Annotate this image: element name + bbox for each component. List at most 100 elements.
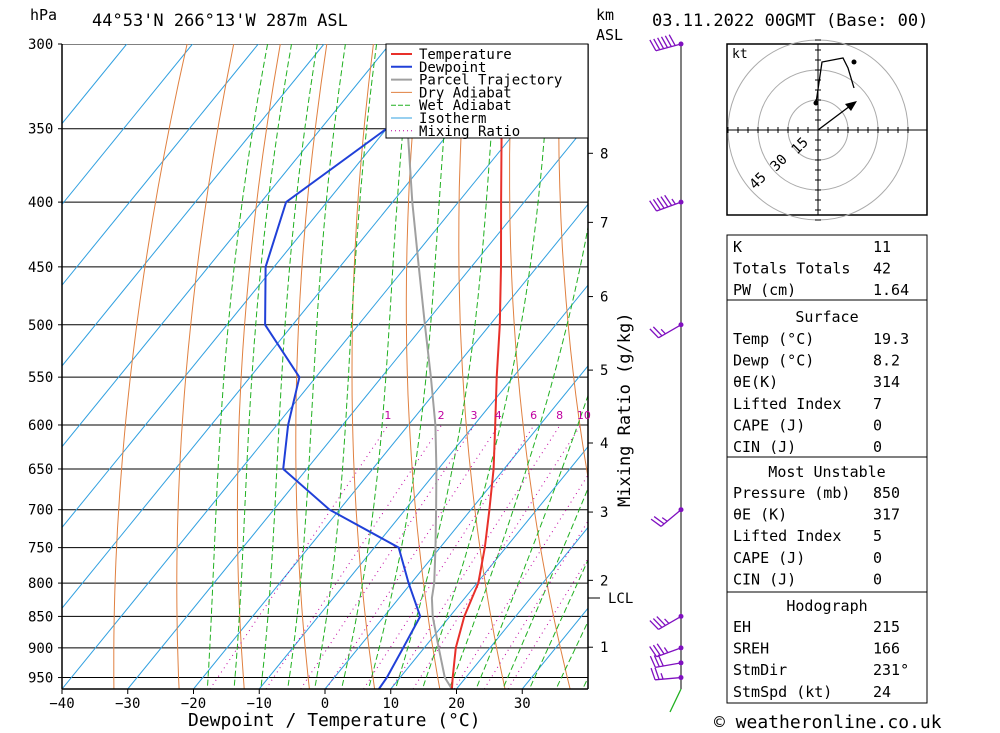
temperature-line <box>450 44 503 689</box>
isotherm-20 <box>456 526 588 689</box>
km-label: 5 <box>600 363 608 379</box>
stat-label: CAPE (J) <box>733 416 805 434</box>
stat-value: 7 <box>873 395 882 413</box>
wind-barb-flag <box>652 644 661 656</box>
wind-barb-flag <box>649 646 658 658</box>
stat-value: 0 <box>873 438 882 456</box>
pressure-label-950: 950 <box>28 671 53 687</box>
dry-adiabat <box>509 44 571 689</box>
x-tick-label: −20 <box>181 696 206 712</box>
skewt-plot-area <box>62 44 1000 689</box>
km-label: 2 <box>600 573 608 589</box>
wind-barb-flag <box>652 326 663 337</box>
mixing-ratio-label: 1 <box>384 409 391 422</box>
pressure-label-900: 900 <box>28 641 53 657</box>
mixing-ratio-line <box>325 424 500 689</box>
wet-adiabat <box>314 44 378 689</box>
dry-adiabat <box>979 44 1000 689</box>
mixing-ratio-label: 8 <box>556 409 563 422</box>
most-unstable-title: Most Unstable <box>768 463 885 481</box>
wind-barb-flag <box>652 199 661 211</box>
wind-barb-half-flag <box>660 328 666 335</box>
isotherm--90 <box>62 44 259 286</box>
dry-adiabat <box>113 44 188 689</box>
isotherm--50 <box>62 44 522 610</box>
pressure-label-450: 450 <box>28 260 53 276</box>
stat-value: 0 <box>873 549 882 567</box>
mixing-ratio-axis-title: Mixing Ratio (g/kg) <box>615 313 635 507</box>
wet-adiabat <box>206 44 269 689</box>
wind-barb-shaft <box>656 647 682 658</box>
wet-adiabat <box>367 44 453 689</box>
mixing-ratio-line <box>300 424 475 689</box>
pressure-label-600: 600 <box>28 418 53 434</box>
x-tick-label: 10 <box>382 696 399 712</box>
km-label: 7 <box>600 215 608 231</box>
wind-barb-flag <box>664 194 673 206</box>
legend-entry: Dry Adiabat <box>419 85 512 101</box>
km-label: 8 <box>600 146 608 162</box>
wind-barb-half-flag <box>660 673 664 680</box>
stat-label: CIN (J) <box>733 438 796 456</box>
wet-adiabat <box>528 558 588 689</box>
km-label: 4 <box>600 436 608 452</box>
wind-barb-flag <box>657 37 665 49</box>
wind-barb-flag <box>649 655 656 668</box>
wind-barb-shaft <box>660 509 682 527</box>
wind-barb-flag <box>657 654 664 667</box>
wind-barb-shaft <box>656 201 682 212</box>
wind-barb-flag <box>653 516 665 525</box>
stat-label: Pressure (mb) <box>733 484 850 502</box>
run-datetime: 03.11.2022 00GMT (Base: 00) <box>652 11 928 31</box>
km-label: 6 <box>600 290 608 306</box>
stats-basic-box <box>726 234 928 301</box>
dry-adiabat <box>351 44 376 689</box>
stat-value: 314 <box>873 373 900 391</box>
legend-entry: Parcel Trajectory <box>419 73 562 89</box>
stats-tables: K 11 Totals Totals 42 PW (cm) 1.64 Surface Temp… <box>726 234 928 704</box>
isotherm--30 <box>127 122 588 689</box>
wet-adiabat <box>555 620 588 689</box>
wind-barb-half-flag <box>661 517 668 522</box>
wet-adiabat <box>448 224 588 689</box>
pressure-label-300: 300 <box>28 37 53 53</box>
stat-value: 850 <box>873 484 900 502</box>
pressure-label-500: 500 <box>28 318 53 334</box>
stat-value: 231° <box>873 661 909 679</box>
isotherm--60 <box>62 44 456 529</box>
stat-label: StmDir <box>733 661 787 679</box>
stat-value: 215 <box>873 618 900 636</box>
sounding-series <box>264 44 503 689</box>
isotherm--70 <box>62 44 391 448</box>
pressure-label-550: 550 <box>28 370 53 386</box>
mixing-ratio-line <box>363 424 535 689</box>
wind-barb-shaft <box>655 43 682 52</box>
wet-adiabat <box>502 487 588 689</box>
dry-adiabat <box>295 44 328 689</box>
pressure-label-700: 700 <box>28 503 53 519</box>
mixing-ratio-label: 6 <box>530 409 537 422</box>
stat-label: Lifted Index <box>733 527 841 545</box>
asl-unit-label: ASL <box>596 26 623 44</box>
wind-barb-flag <box>650 667 656 681</box>
x-tick-label: −30 <box>115 696 140 712</box>
mixing-ratio-lines <box>209 424 588 689</box>
stat-value: 1.64 <box>873 281 909 299</box>
stats-surface-box <box>726 299 928 458</box>
stat-value: 0 <box>873 416 882 434</box>
stat-value: 5 <box>873 527 882 545</box>
stat-label: Temp (°C) <box>733 330 814 348</box>
wind-barb-shaft <box>658 615 682 630</box>
mixing-ratio-line <box>209 424 389 689</box>
surface-wind-barb <box>669 688 682 713</box>
wind-barb-flag <box>649 620 659 630</box>
stat-label: SREH <box>733 640 769 658</box>
km-unit-label: km <box>596 6 614 24</box>
mixing-ratio-label: 2 <box>438 409 445 422</box>
wind-barb-flag <box>654 667 660 680</box>
wet-adiabat-lines <box>206 44 588 689</box>
pressure-unit-label: hPa <box>30 6 57 24</box>
